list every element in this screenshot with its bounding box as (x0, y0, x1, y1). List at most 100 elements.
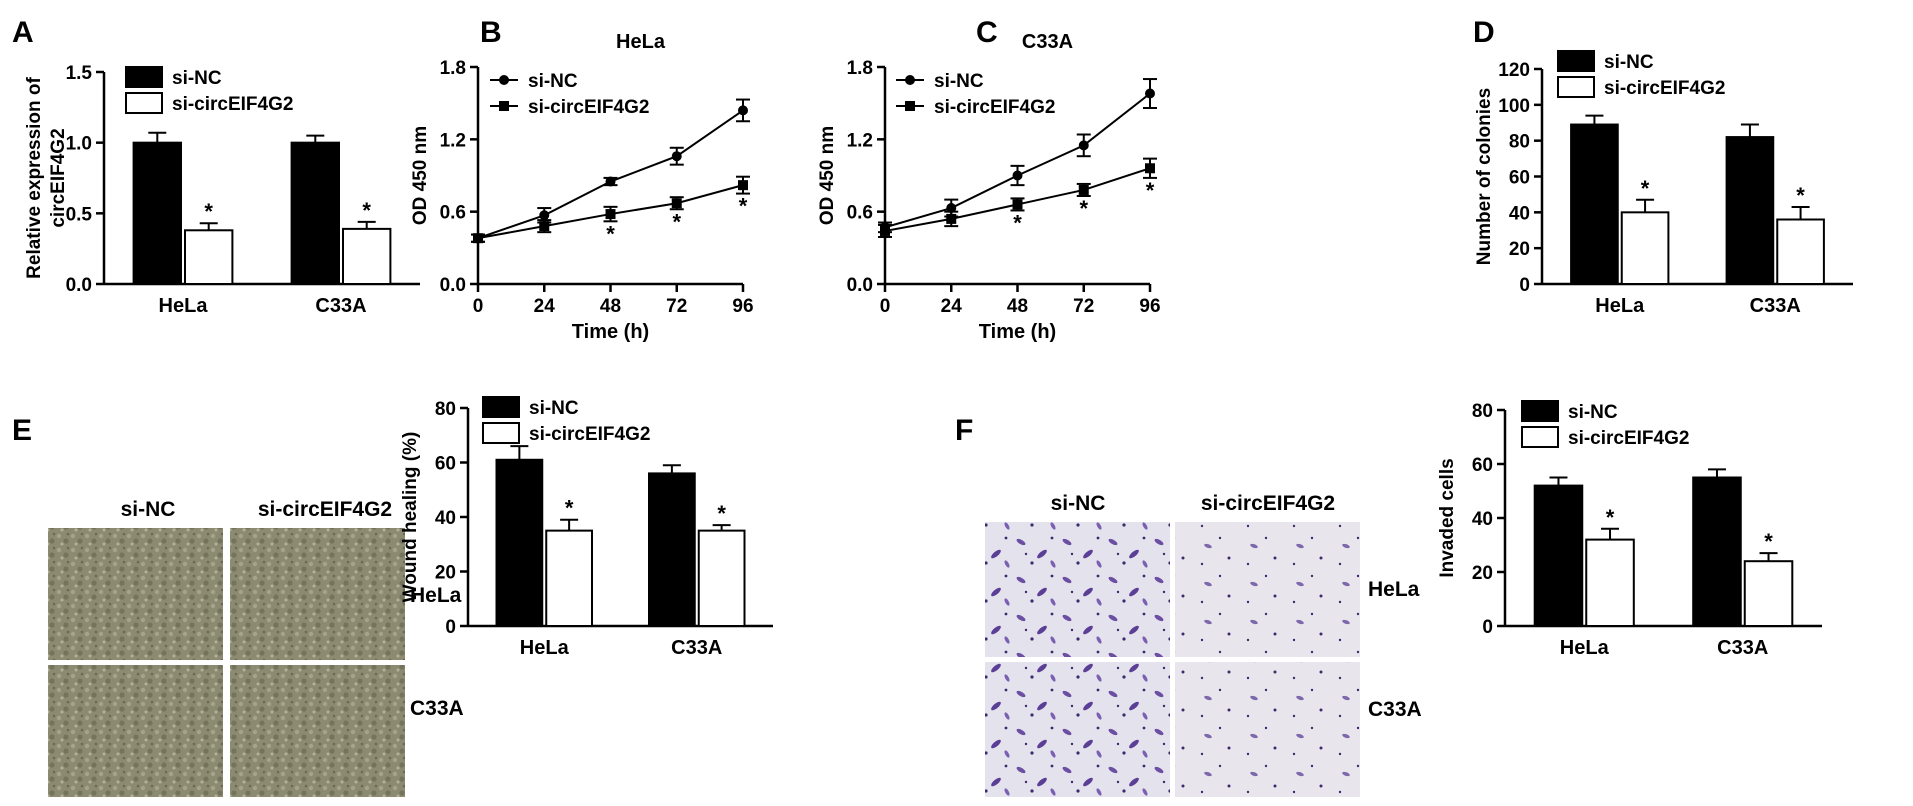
data-point (605, 176, 616, 187)
y-tick-label: 0.0 (847, 275, 873, 296)
micrograph-f-hela-si-circ (1175, 522, 1360, 657)
micrograph-f-hela-si-nc (985, 522, 1170, 657)
bar (1776, 218, 1825, 285)
y-tick-label: 40 (1509, 203, 1530, 224)
chart-title: HeLa (616, 31, 666, 53)
y-tick-label: 60 (1509, 168, 1530, 189)
legend-label: si-circEIF4G2 (934, 97, 1055, 118)
x-tick-label: 72 (1073, 296, 1094, 317)
x-tick-label: 24 (941, 296, 963, 317)
y-tick-label: 0.0 (440, 275, 466, 296)
e-row-label-c33a: C33A (410, 697, 464, 720)
x-tick-label: C33A (1717, 637, 1768, 659)
bar (342, 227, 392, 286)
significance-mark: * (204, 199, 213, 224)
legend-label: si-NC (934, 71, 984, 92)
e-col-label-si-nc: si-NC (121, 498, 176, 521)
micrograph-e-c33a-si-circ (230, 665, 405, 797)
chart-panel-e: 0 20 40 60 80 Wound healing (%) * HeLa * C33A si-N… (400, 396, 773, 659)
bar (1620, 211, 1670, 285)
x-tick-label: 0 (880, 296, 891, 317)
y-tick-label: 0.6 (847, 203, 873, 224)
micrograph-e-c33a-si-nc (48, 665, 223, 797)
y-tick-label: 0 (1519, 275, 1530, 296)
bar (697, 529, 746, 627)
data-point (473, 233, 483, 244)
bar (184, 229, 234, 285)
data-point (539, 221, 550, 232)
y-tick-label: 0 (445, 617, 456, 638)
chart-title: C33A (1022, 31, 1073, 53)
y-tick-label: 20 (435, 563, 456, 584)
x-tick-label: C33A (315, 295, 366, 317)
legend-swatch (125, 92, 163, 114)
f-col-label-si-circ: si-circEIF4G2 (1201, 492, 1335, 515)
y-tick-label: 80 (1472, 401, 1493, 422)
y-tick-label: 60 (1472, 455, 1493, 476)
y-axis-label: OD 450 nm (817, 126, 838, 225)
y-axis-label: Wound healing (%) (400, 432, 421, 603)
bar (1725, 136, 1775, 285)
x-tick-label: 96 (732, 296, 753, 317)
x-tick-label: HeLa (1595, 295, 1645, 317)
y-tick-label: 1.5 (66, 63, 93, 84)
micrograph-f-c33a-si-nc (985, 662, 1170, 797)
legend-label: si-circEIF4G2 (172, 94, 293, 115)
f-row-label-hela: HeLa (1368, 578, 1420, 601)
data-point (946, 203, 957, 214)
f-row-label-c33a: C33A (1368, 698, 1422, 721)
significance-mark: * (1796, 183, 1805, 208)
chart-panel-c: 0.0 0.6 1.2 1.8 OD 450 nm 0 24 48 72 96 Time (h) C3… (817, 31, 1161, 343)
y-axis-label: OD 450 nm (410, 126, 431, 225)
chart-panel-b: 0.0 0.6 1.2 1.8 OD 450 nm 0 24 48 72 96 Time (h) He… (410, 31, 754, 343)
y-tick-label: 40 (435, 508, 456, 529)
legend-label: si-NC (1604, 52, 1654, 73)
x-tick-label: HeLa (159, 295, 209, 317)
legend-label: si-circEIF4G2 (1568, 428, 1689, 449)
legend-marker (499, 75, 509, 85)
legend-label: si-NC (529, 398, 579, 419)
data-point (880, 225, 890, 236)
significance-mark: * (362, 198, 371, 223)
data-point (1078, 140, 1089, 151)
legend-label: si-NC (1568, 402, 1618, 423)
data-point (1145, 88, 1155, 99)
chart-panel-f: 0 20 40 60 80 Invaded cells * HeLa * C33A si-NC si-… (1437, 400, 1822, 659)
data-point (738, 180, 748, 191)
y-tick-label: 80 (1509, 132, 1530, 153)
charts-layer: 0.0 0.5 1.0 1.5 Relative expression of circEI… (24, 31, 1853, 659)
legend-label: si-NC (528, 71, 578, 92)
panel-letter-c: C (976, 16, 998, 49)
chart-panel-a: 0.0 0.5 1.0 1.5 Relative expression of circEI… (24, 63, 420, 317)
x-tick-label: 72 (666, 296, 687, 317)
significance-mark: * (739, 194, 748, 219)
x-tick-label: 48 (600, 296, 621, 317)
legend-swatch (482, 422, 520, 444)
y-tick-label: 80 (435, 399, 456, 420)
data-point (671, 198, 682, 209)
bar (545, 529, 593, 627)
invasion-micrographs: si-NC si-circEIF4G2 HeLa C33A (985, 492, 1422, 797)
micrograph-e-hela-si-circ (230, 528, 405, 660)
legend-label: si-NC (172, 68, 222, 89)
y-tick-label: 120 (1498, 60, 1530, 81)
x-axis-label: Time (h) (979, 321, 1056, 343)
legend-marker (499, 101, 509, 111)
wound-healing-micrographs: si-NC si-circEIF4G2 HeLa C33A (48, 498, 464, 797)
data-point (946, 213, 957, 224)
y-tick-label: 1.8 (847, 58, 873, 79)
x-tick-label: HeLa (1560, 637, 1610, 659)
f-col-label-si-nc: si-NC (1051, 492, 1106, 515)
y-tick-label: 1.2 (440, 130, 466, 151)
y-axis-label: Number of colonies (1474, 88, 1495, 265)
e-col-label-si-circ: si-circEIF4G2 (258, 498, 392, 521)
micrograph-e-hela-si-nc (48, 528, 223, 660)
panel-letter-a: A (12, 16, 34, 49)
y-tick-label: 1.8 (440, 58, 466, 79)
legend-swatch (482, 396, 520, 418)
y-tick-label: 100 (1498, 96, 1530, 117)
legend-label: si-circEIF4G2 (529, 424, 650, 445)
significance-mark: * (672, 209, 681, 234)
data-point (1078, 184, 1089, 195)
